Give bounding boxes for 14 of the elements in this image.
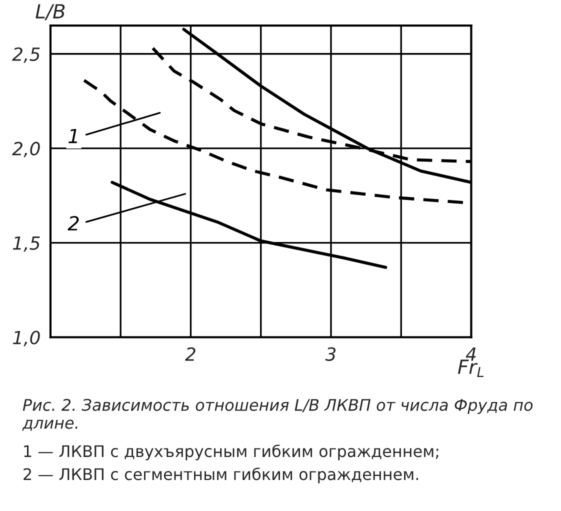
text: Рис. 2. Зависимость отношения L/B ЛКВП от числа Фруда по длине. [22, 398, 533, 431]
y-axis-title: L/B [36, 4, 65, 20]
x-tick-label: 4 [466, 348, 476, 361]
y-tick-label: 2,5 [12, 47, 40, 63]
text: 1 — ЛКВП с двухъярусным гибким огражденнем; [24, 444, 438, 460]
text: 2 — ЛКВП с сегментным гибким огражденнем. [24, 468, 418, 484]
y-tick-label: 2,0 [12, 142, 40, 158]
y-tick-label: 1,0 [12, 330, 40, 346]
x-axis-title: Fr$_{L}$ [458, 360, 484, 378]
x-tick-label: 2 [185, 347, 196, 361]
annotation: 1 [68, 128, 77, 144]
x-tick-label: 3 [325, 347, 336, 361]
y-tick-label: 1,5 [12, 236, 40, 252]
annotation: 2 [68, 216, 79, 230]
